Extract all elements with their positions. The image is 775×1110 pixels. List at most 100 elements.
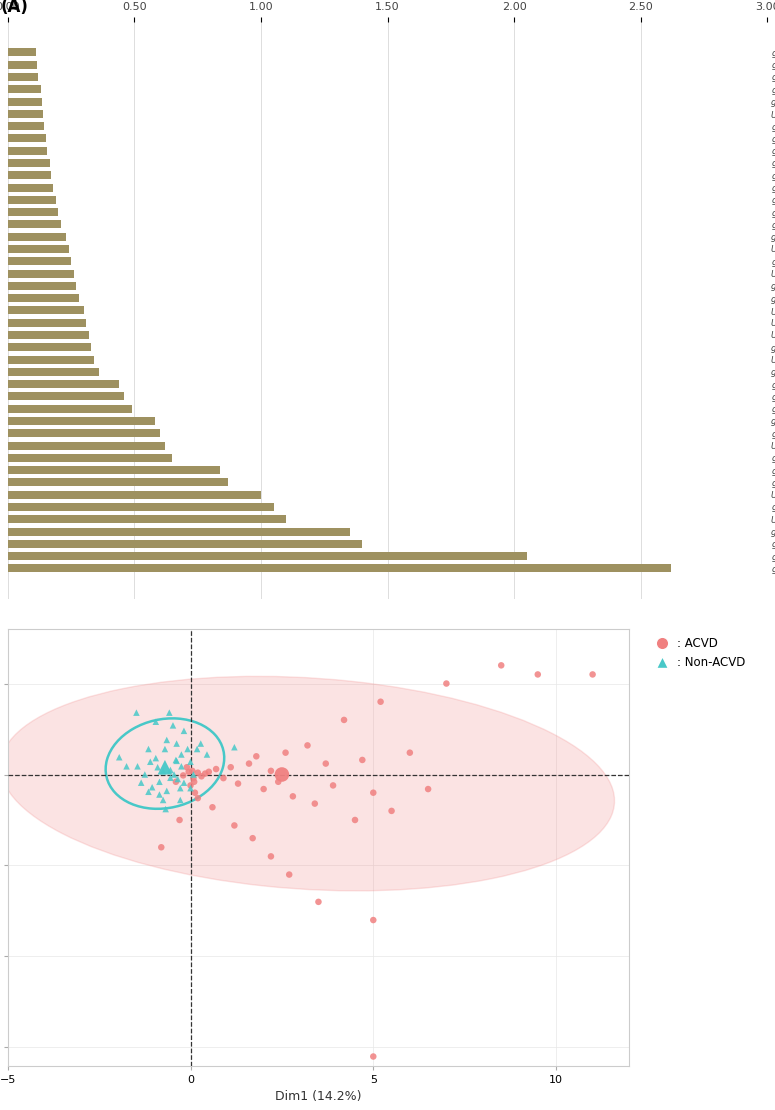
- Point: [144, 753, 157, 770]
- Point: [151, 758, 164, 776]
- Point: [175, 746, 188, 764]
- Bar: [8, 195, 56, 204]
- Point: [150, 749, 162, 767]
- Bar: [8, 527, 350, 535]
- Point: [440, 675, 453, 693]
- Point: [130, 704, 143, 722]
- Point: [168, 766, 181, 784]
- Point: [338, 712, 350, 729]
- Bar: [8, 539, 362, 548]
- Point: [385, 803, 398, 820]
- Point: [287, 787, 299, 805]
- Bar: [8, 73, 38, 81]
- Point: [160, 783, 173, 800]
- Point: [265, 848, 277, 866]
- Point: [159, 758, 171, 776]
- Point: [135, 774, 147, 791]
- Bar: [8, 270, 74, 278]
- Bar: [8, 405, 132, 413]
- Point: [195, 767, 208, 785]
- Bar: [8, 258, 71, 265]
- Ellipse shape: [1, 676, 615, 891]
- Bar: [8, 159, 50, 166]
- Point: [210, 760, 222, 778]
- Bar: [8, 245, 68, 253]
- Bar: [8, 233, 66, 241]
- Legend: : ACVD, : Non-ACVD: : ACVD, : Non-ACVD: [647, 635, 748, 672]
- Point: [177, 774, 190, 791]
- Point: [155, 838, 167, 856]
- Point: [146, 778, 158, 796]
- Point: [404, 744, 416, 761]
- Point: [301, 737, 314, 755]
- Point: [170, 751, 182, 769]
- Bar: [8, 503, 274, 511]
- Point: [131, 757, 143, 775]
- Point: [202, 763, 215, 780]
- Bar: [8, 393, 124, 401]
- Bar: [8, 515, 286, 523]
- Bar: [8, 380, 119, 388]
- Point: [184, 779, 197, 797]
- Point: [113, 748, 126, 766]
- Point: [143, 783, 155, 800]
- Point: [160, 731, 173, 749]
- Point: [206, 798, 219, 816]
- Point: [246, 829, 259, 847]
- Point: [191, 789, 204, 807]
- Point: [191, 764, 204, 781]
- Point: [243, 755, 255, 773]
- Point: [181, 758, 193, 776]
- Bar: [8, 367, 99, 376]
- Point: [181, 740, 194, 758]
- Point: [319, 755, 332, 773]
- Point: [188, 784, 201, 801]
- Point: [250, 747, 263, 765]
- Point: [283, 866, 295, 884]
- Point: [587, 666, 599, 684]
- Point: [174, 811, 186, 829]
- Point: [170, 735, 183, 753]
- Bar: [8, 61, 37, 69]
- Bar: [8, 171, 51, 179]
- Point: [276, 766, 288, 784]
- Point: [188, 766, 200, 784]
- Point: [171, 770, 184, 788]
- Point: [495, 656, 508, 674]
- Point: [157, 763, 169, 780]
- Point: [312, 892, 325, 910]
- Point: [217, 769, 229, 787]
- Point: [367, 911, 380, 929]
- Point: [367, 784, 380, 801]
- Bar: [8, 85, 40, 93]
- Bar: [8, 417, 154, 425]
- Bar: [8, 49, 36, 57]
- Point: [157, 791, 169, 809]
- Point: [272, 773, 284, 790]
- Point: [184, 777, 197, 795]
- Point: [188, 773, 201, 790]
- Point: [184, 753, 197, 770]
- Point: [170, 773, 182, 790]
- Bar: [8, 306, 84, 314]
- Point: [175, 757, 188, 775]
- Point: [257, 780, 270, 798]
- Point: [177, 722, 190, 739]
- Bar: [8, 134, 46, 142]
- Point: [182, 763, 195, 780]
- Bar: [8, 491, 261, 498]
- Bar: [8, 110, 43, 118]
- Point: [367, 1048, 380, 1066]
- Point: [349, 811, 361, 829]
- Point: [174, 791, 187, 809]
- Point: [188, 769, 200, 787]
- Bar: [8, 221, 61, 229]
- Point: [201, 746, 213, 764]
- Point: [164, 761, 177, 779]
- Bar: [8, 282, 76, 290]
- X-axis label: Dim1 (14.2%): Dim1 (14.2%): [275, 1090, 362, 1103]
- Point: [228, 738, 240, 756]
- Point: [164, 769, 177, 787]
- Bar: [8, 122, 44, 130]
- Bar: [8, 208, 58, 216]
